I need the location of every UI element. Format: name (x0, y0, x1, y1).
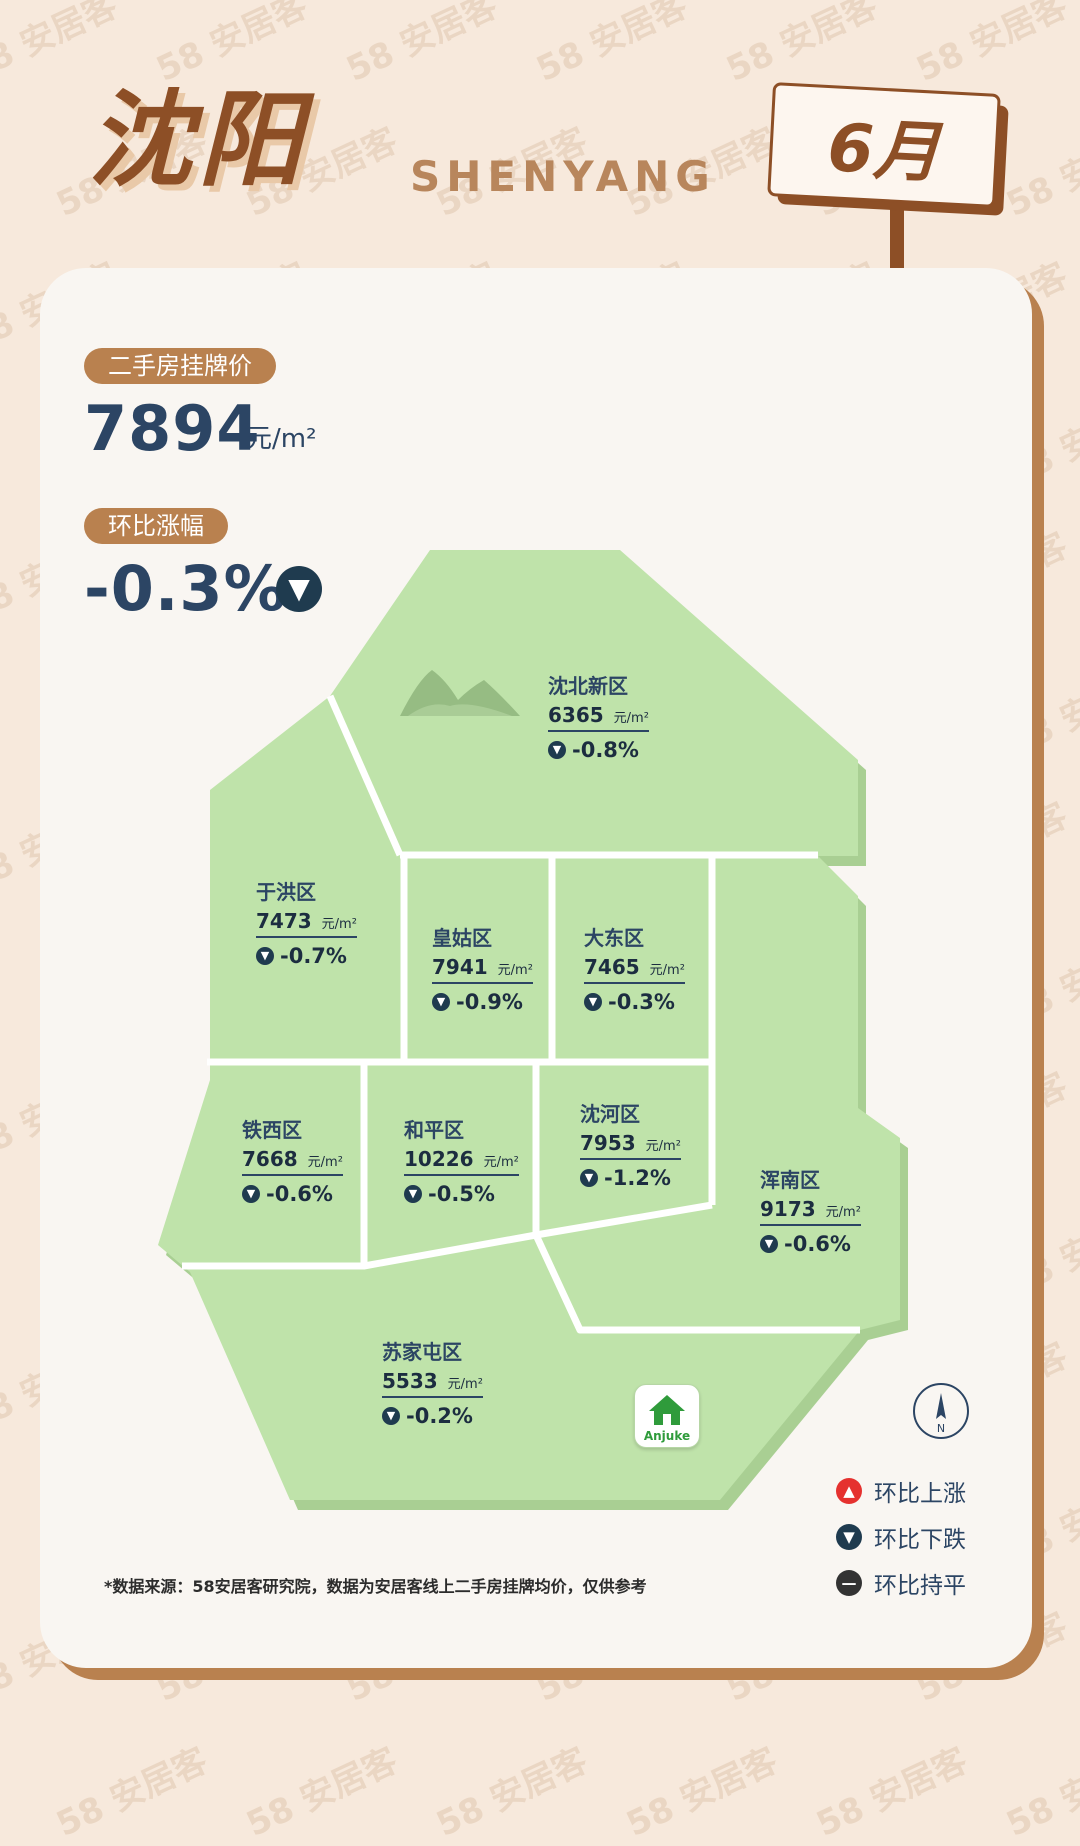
district-change: -0.6% (266, 1182, 333, 1206)
district-price: 6365 (548, 703, 604, 727)
down-arrow-icon: ▼ (382, 1407, 400, 1425)
district-price-unit: 元/m² (649, 963, 685, 978)
district-name: 浑南区 (760, 1168, 820, 1192)
down-arrow-icon: ▼ (836, 1524, 862, 1550)
price-label-pill: 二手房挂牌价 (84, 348, 276, 384)
down-arrow-icon: ▼ (760, 1235, 778, 1253)
district-price: 7941 (432, 955, 488, 979)
district-price: 10226 (404, 1147, 474, 1171)
district-price-unit: 元/m² (447, 1377, 483, 1392)
district-name: 苏家屯区 (382, 1340, 462, 1364)
price-unit: 元/m² (246, 424, 317, 454)
data-source-footnote: *数据来源：58安居客研究院，数据为安居客线上二手房挂牌均价，仅供参考 (104, 1577, 647, 1596)
down-arrow-icon: ▼ (580, 1169, 598, 1187)
district-change: -0.2% (406, 1404, 473, 1428)
down-arrow-icon: ▼ (404, 1185, 422, 1203)
legend-label: 环比上涨 (874, 1481, 966, 1507)
change-value: -0.3% (84, 552, 287, 625)
down-arrow-icon: ▼ (276, 566, 322, 612)
district-price-unit: 元/m² (645, 1139, 681, 1154)
city-title-cn: 沈阳 (88, 79, 309, 201)
district-label: 浑南区 9173 元/m² ▼ -0.6% (760, 1164, 861, 1256)
legend-label: 环比下跌 (874, 1527, 966, 1553)
district-label: 和平区 10226 元/m² ▼ -0.5% (404, 1114, 519, 1206)
compass-label: N (936, 1422, 946, 1435)
district-price: 7465 (584, 955, 640, 979)
district-change: -0.3% (608, 990, 675, 1014)
district-label: 沈北新区 6365 元/m² ▼ -0.8% (548, 670, 649, 762)
district-label: 沈河区 7953 元/m² ▼ -1.2% (580, 1098, 681, 1190)
house-icon (649, 1395, 685, 1425)
district-change: -0.5% (428, 1182, 495, 1206)
map-outline (158, 550, 900, 1500)
district-label: 铁西区 7668 元/m² ▼ -0.6% (242, 1114, 343, 1206)
district-name: 于洪区 (256, 880, 316, 904)
district-price: 7668 (242, 1147, 298, 1171)
down-arrow-icon: ▼ (584, 993, 602, 1011)
district-change: -1.2% (604, 1166, 671, 1190)
price-value: 7894 (84, 392, 261, 465)
district-name: 和平区 (404, 1118, 464, 1142)
legend-item: — 环比持平 (836, 1566, 966, 1600)
district-price-unit: 元/m² (321, 917, 357, 932)
district-name: 铁西区 (242, 1118, 302, 1142)
district-change: -0.9% (456, 990, 523, 1014)
legend-label: 环比持平 (874, 1573, 966, 1599)
anjuke-logo-text: Anjuke (643, 1429, 691, 1443)
district-label: 苏家屯区 5533 元/m² ▼ -0.2% (382, 1336, 483, 1428)
district-price: 7953 (580, 1131, 636, 1155)
district-price-unit: 元/m² (613, 711, 649, 726)
flat-icon: — (836, 1570, 862, 1596)
district-label: 皇姑区 7941 元/m² ▼ -0.9% (432, 922, 533, 1014)
district-price-unit: 元/m² (307, 1155, 343, 1170)
city-title-en: SHENYANG (410, 152, 716, 201)
down-arrow-icon: ▼ (548, 741, 566, 759)
up-arrow-icon: ▲ (836, 1478, 862, 1504)
compass-icon: N (913, 1383, 969, 1439)
district-price-unit: 元/m² (497, 963, 533, 978)
district-change: -0.7% (280, 944, 347, 968)
district-price: 5533 (382, 1369, 438, 1393)
anjuke-logo: Anjuke (634, 1384, 700, 1448)
district-price-unit: 元/m² (483, 1155, 519, 1170)
down-arrow-icon: ▼ (242, 1185, 260, 1203)
district-name: 大东区 (584, 926, 644, 950)
legend-item: ▲ 环比上涨 (836, 1474, 966, 1508)
down-arrow-icon: ▼ (432, 993, 450, 1011)
district-price: 9173 (760, 1197, 816, 1221)
district-name: 沈北新区 (548, 674, 628, 698)
district-price: 7473 (256, 909, 312, 933)
mountain-icon (400, 670, 520, 716)
district-change: -0.6% (784, 1232, 851, 1256)
district-label: 大东区 7465 元/m² ▼ -0.3% (584, 922, 685, 1014)
legend-item: ▼ 环比下跌 (836, 1520, 966, 1554)
district-name: 皇姑区 (432, 926, 492, 950)
district-change: -0.8% (572, 738, 639, 762)
change-label-pill: 环比涨幅 (84, 508, 228, 544)
down-arrow-icon: ▼ (256, 947, 274, 965)
district-label: 于洪区 7473 元/m² ▼ -0.7% (256, 876, 357, 968)
district-price-unit: 元/m² (825, 1205, 861, 1220)
district-name: 沈河区 (580, 1102, 640, 1126)
